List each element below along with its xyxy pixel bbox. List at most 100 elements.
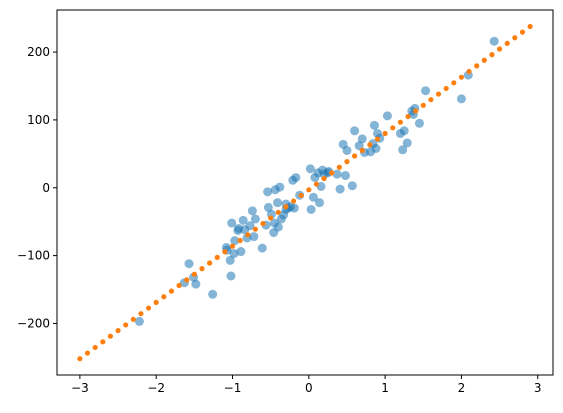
scatter-point (263, 202, 273, 212)
fit-point (405, 113, 411, 120)
scatter-point (357, 134, 367, 144)
y-tick-label: 100 (27, 113, 50, 127)
scatter-point (229, 249, 239, 259)
scatter-point (273, 198, 283, 208)
fit-point (245, 232, 251, 238)
x-tick-label: 1 (381, 381, 389, 395)
scatter-point (332, 169, 342, 179)
fit-point (207, 260, 213, 266)
fit-point (504, 40, 510, 46)
fit-point (77, 356, 83, 362)
scatter-point (456, 94, 466, 104)
fit-point (283, 204, 289, 210)
scatter-point (226, 271, 236, 281)
scatter-point (289, 203, 299, 213)
fit-point (420, 102, 426, 108)
scatter-point (134, 316, 144, 326)
scatter-point (305, 164, 315, 174)
plot-frame (56, 9, 554, 376)
fit-point (359, 147, 365, 153)
fit-point (474, 63, 480, 69)
fit-point (176, 282, 182, 289)
y-tick-label: −200 (17, 316, 50, 330)
scatter-point (347, 181, 357, 191)
fit-point (481, 57, 487, 63)
fit-point (489, 52, 495, 58)
fit-point (298, 192, 304, 199)
scatter-point (184, 259, 194, 269)
scatter-point (306, 204, 316, 214)
scatter-point (249, 232, 259, 242)
x-axis: −3 −2 −1 0 1 2 3 (71, 375, 542, 395)
fit-point (512, 35, 518, 41)
fit-point (237, 237, 243, 244)
scatter-point (350, 126, 360, 136)
y-tick-label: −100 (17, 249, 50, 263)
fit-point (428, 97, 434, 103)
scatter-point (227, 218, 237, 228)
fit-point (519, 29, 526, 35)
y-axis: −200 −100 0 100 200 (17, 45, 57, 330)
scatter-point (263, 187, 273, 197)
fit-point (153, 299, 159, 306)
fit-point (374, 136, 381, 142)
scatter-point (342, 145, 352, 155)
fit-point (443, 85, 449, 92)
fit-point (313, 181, 320, 187)
scatter-point (250, 214, 260, 224)
scatter-point (191, 279, 201, 289)
scatter-point (421, 86, 431, 96)
x-tick-label: 2 (458, 381, 466, 395)
scatter-point (315, 198, 324, 208)
fit-point (275, 209, 281, 215)
fit-point (496, 46, 503, 52)
x-tick-label: 0 (305, 381, 313, 395)
scatter-point (257, 243, 267, 253)
scatter-point (247, 206, 257, 216)
fit-point (123, 322, 129, 328)
scatter-point (335, 184, 345, 194)
fit-point (352, 153, 358, 159)
fit-point (145, 305, 152, 311)
scatter-point (208, 289, 218, 299)
fit-point (222, 249, 228, 255)
fit-point (107, 333, 114, 339)
fit-point (229, 243, 236, 249)
x-tick-label: −1 (224, 381, 242, 395)
scatter-point (382, 111, 392, 121)
fit-point (397, 119, 403, 125)
fit-point (138, 311, 144, 317)
scatter-point (238, 215, 248, 225)
fit-point (130, 316, 136, 322)
fit-point (413, 108, 419, 114)
y-tick-label: 0 (42, 181, 50, 195)
fit-point (321, 175, 327, 182)
fit-point (382, 130, 388, 137)
fit-point (260, 220, 266, 227)
fit-point (344, 159, 350, 165)
fit-point (390, 125, 396, 131)
fit-point (306, 187, 312, 193)
scatter-point (245, 221, 255, 231)
x-tick-label: −3 (71, 381, 89, 395)
scatter-point (399, 126, 409, 136)
fit-point (268, 215, 274, 221)
fit-point (161, 294, 167, 300)
scatter-point (340, 171, 350, 181)
fit-point (435, 91, 442, 97)
scatter-point (225, 255, 235, 265)
scatter-point (230, 236, 240, 246)
scatter-point (398, 145, 408, 155)
fit-point (527, 23, 533, 30)
scatter-point (291, 173, 301, 183)
y-tick-label: 200 (27, 45, 50, 59)
fit-point (199, 266, 205, 272)
scatter-point (369, 120, 379, 130)
fit-point (466, 68, 472, 75)
scatter-point (275, 182, 285, 192)
fit-point (290, 198, 297, 204)
fit-point (115, 327, 121, 334)
fit-line-series (77, 23, 533, 362)
scatter-point (402, 138, 412, 148)
